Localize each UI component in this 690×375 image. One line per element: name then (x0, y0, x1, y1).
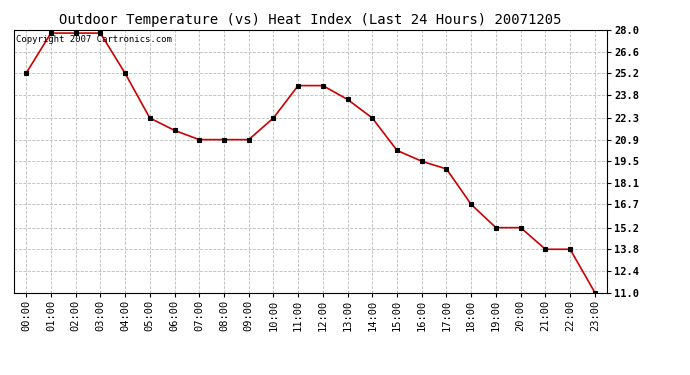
Text: Copyright 2007 Cartronics.com: Copyright 2007 Cartronics.com (16, 35, 171, 44)
Title: Outdoor Temperature (vs) Heat Index (Last 24 Hours) 20071205: Outdoor Temperature (vs) Heat Index (Las… (59, 13, 562, 27)
